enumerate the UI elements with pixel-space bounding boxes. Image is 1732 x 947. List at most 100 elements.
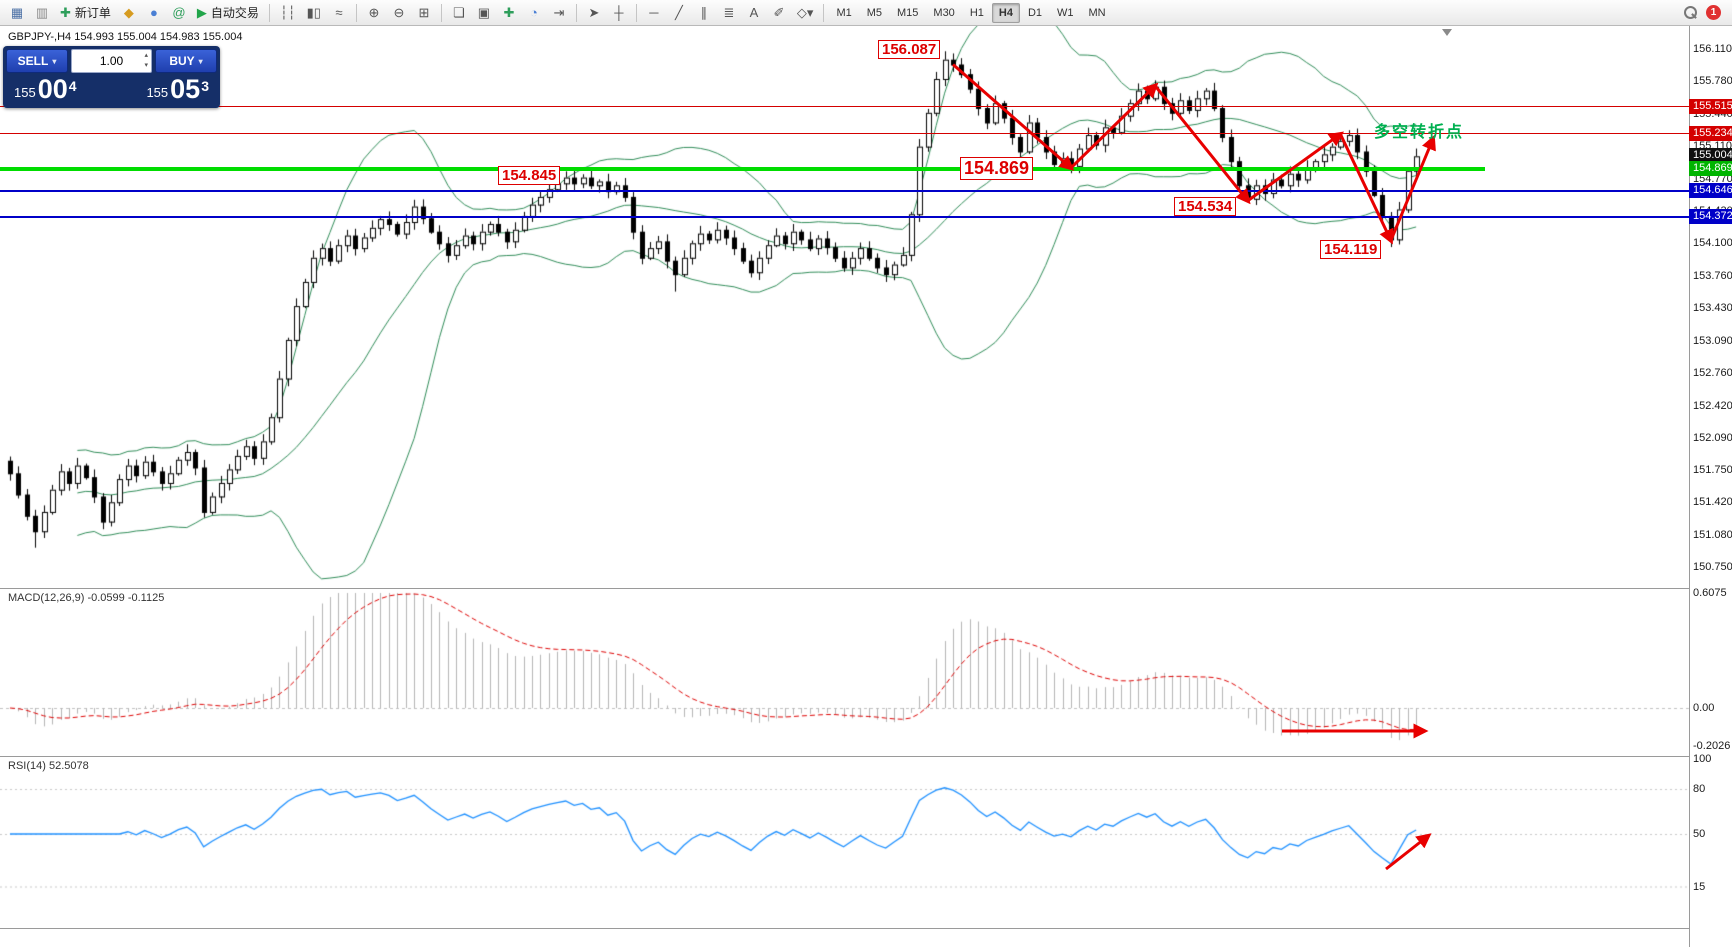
price-callout-154534[interactable]: 154.534: [1174, 197, 1237, 217]
timeframe-m30[interactable]: M30: [933, 6, 955, 19]
community-icon: @: [172, 5, 186, 20]
price-callout-154869[interactable]: 154.869: [960, 157, 1034, 180]
price-tick-label: 154.100: [1693, 237, 1732, 250]
market-icon[interactable]: ●: [142, 2, 166, 24]
shapes-dropdown-icon[interactable]: ◇▾: [792, 2, 819, 24]
mql5-icon[interactable]: ◆: [117, 2, 141, 24]
hline-155234[interactable]: [0, 133, 1689, 135]
chart-shift-icon: ⇥: [553, 5, 565, 20]
one-click-trading-panel: SELL ▾ 1.00 ▴ ▾ BUY ▾ 155 00 4 155 05 3: [3, 46, 220, 108]
volume-input[interactable]: 1.00 ▴ ▾: [71, 49, 152, 73]
buy-price: 155 05 3: [146, 76, 209, 103]
timeframe-mn[interactable]: MN: [1088, 6, 1106, 19]
hline-155515[interactable]: [0, 106, 1689, 108]
new-order-button[interactable]: ✚ 新订单: [55, 2, 116, 24]
chart-shift-marker: [1442, 29, 1452, 36]
timeframe-m15[interactable]: M15: [897, 6, 919, 19]
candlestick-icon[interactable]: ▮▯: [302, 2, 326, 24]
trendline-tool-icon: ╱: [674, 5, 683, 20]
axis-divider: [0, 928, 1732, 929]
autotrading-button[interactable]: ▶ 自动交易: [192, 2, 264, 24]
price-tick-label: 150.750: [1693, 561, 1732, 574]
cursor-icon[interactable]: ➤: [582, 2, 606, 24]
toolbar-separator: [268, 3, 270, 22]
sell-price-big: 00: [37, 74, 68, 104]
buy-price-figure: 155: [146, 85, 169, 100]
price-badge-154869: 154.869: [1689, 160, 1732, 176]
price-badge-154646: 154.646: [1689, 182, 1732, 198]
trendline-tool-icon[interactable]: ╱: [667, 2, 691, 24]
crosshair-icon[interactable]: ┼: [607, 2, 631, 24]
price-tick-label: 153.760: [1693, 270, 1732, 283]
ohlc-bars-icon[interactable]: ┆┆: [275, 2, 301, 24]
chart-shift-icon[interactable]: ⇥: [547, 2, 571, 24]
notification-badge[interactable]: 1: [1706, 5, 1721, 20]
zoom-out-icon[interactable]: ⊖: [387, 2, 411, 24]
sell-price-pip: 4: [68, 78, 77, 94]
price-tick-label: 151.080: [1693, 529, 1732, 542]
search-icon[interactable]: [1683, 5, 1698, 20]
macd-scale-label: 0.6075: [1693, 586, 1727, 599]
cascade-windows-icon[interactable]: ❏: [447, 2, 471, 24]
sell-button-label: SELL: [17, 54, 49, 68]
zoom-in-icon: ⊕: [368, 5, 380, 20]
timeframe-bar: M1 M5 M15 M30 H1 H4 D1 W1 MN: [829, 2, 1112, 23]
timeframe-h1[interactable]: H1: [969, 6, 984, 19]
market-icon: ●: [149, 5, 158, 20]
crosshair-icon: ┼: [614, 5, 624, 20]
rsi-scale-label: 100: [1693, 753, 1712, 765]
hline-tool-icon: ─: [649, 5, 659, 20]
turning-point-note[interactable]: 多空转折点: [1374, 124, 1465, 141]
chart-window-icon[interactable]: ▦: [5, 2, 29, 24]
zoom-in-icon[interactable]: ⊕: [362, 2, 386, 24]
volume-spinner-icon[interactable]: ▴ ▾: [144, 52, 148, 69]
cascade-windows-icon: ❏: [453, 5, 465, 20]
buy-button[interactable]: BUY ▾: [155, 49, 217, 73]
timeframe-m1[interactable]: M1: [836, 6, 852, 19]
price-callout-156087[interactable]: 156.087: [878, 40, 941, 60]
fibonacci-tool-icon[interactable]: ≣: [717, 2, 741, 24]
panel-divider-macd[interactable]: [0, 588, 1732, 589]
price-tick-label: 151.420: [1693, 496, 1732, 509]
price-callout-154119[interactable]: 154.119: [1320, 240, 1382, 260]
new-chart-icon[interactable]: ✚: [497, 2, 521, 24]
rsi-scale-label: 50: [1693, 828, 1706, 840]
timeframe-m5[interactable]: M5: [866, 6, 882, 19]
line-chart-icon[interactable]: ≈: [327, 2, 351, 24]
community-icon[interactable]: @: [167, 2, 191, 24]
panel-divider-rsi[interactable]: [0, 756, 1732, 757]
text-tool-icon[interactable]: A: [742, 2, 766, 24]
price-scale[interactable]: [1689, 26, 1732, 947]
hline-tool-icon[interactable]: ─: [642, 2, 666, 24]
tile-windows-icon[interactable]: ⊞: [412, 2, 436, 24]
hline-154869[interactable]: [0, 166, 1485, 171]
buy-dropdown-icon[interactable]: ▾: [198, 56, 203, 66]
arrange-windows-icon[interactable]: ▣: [472, 2, 496, 24]
fibonacci-tool-icon: ≣: [723, 5, 735, 20]
macd-scale-label: -0.2026: [1693, 740, 1731, 753]
hline-154646[interactable]: [0, 189, 1689, 192]
arrows-tool-icon: ✐: [773, 5, 785, 20]
channel-tool-icon[interactable]: ∥: [692, 2, 716, 24]
new-order-button-label: 新订单: [74, 6, 111, 20]
timeframe-h4[interactable]: H4: [991, 2, 1020, 23]
arrows-tool-icon[interactable]: ✐: [767, 2, 791, 24]
toolbar-items: ▦ ▥ ✚ 新订单 ◆ ● @ ▶ 自动交易 ┆┆ ▮▯ ≈ ⊕ ⊖ ⊞ ❏ ▣ ✚ ◔ ⇥ ➤ ┼ ─ ╱ ∥ ≣ A ✐ ◇▾: [5, 2, 828, 24]
price-tick-label: 151.750: [1693, 464, 1732, 477]
sell-dropdown-icon[interactable]: ▾: [52, 56, 57, 66]
auto-scroll-icon[interactable]: ◔: [522, 2, 546, 24]
sell-button[interactable]: SELL ▾: [6, 49, 68, 73]
time-axis[interactable]: 30 Apr 20213 May 12:004 May 20:006 May 0…: [0, 929, 1689, 947]
toolbar-separator: [635, 3, 637, 22]
price-badge-154372: 154.372: [1689, 208, 1732, 224]
hline-154372[interactable]: [0, 215, 1689, 218]
autotrading-button-label: 自动交易: [210, 6, 259, 20]
profiles-icon[interactable]: ▥: [30, 2, 54, 24]
price-tick-label: 155.780: [1693, 74, 1732, 87]
timeframe-w1[interactable]: W1: [1057, 6, 1074, 19]
price-tick-label: 152.760: [1693, 366, 1732, 379]
price-tick-label: 153.430: [1693, 302, 1732, 315]
price-callout-154845[interactable]: 154.845: [498, 166, 561, 186]
timeframe-d1[interactable]: D1: [1027, 6, 1042, 19]
